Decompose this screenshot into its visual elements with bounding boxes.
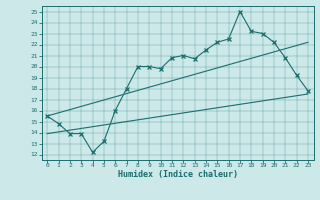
X-axis label: Humidex (Indice chaleur): Humidex (Indice chaleur) bbox=[118, 170, 237, 179]
